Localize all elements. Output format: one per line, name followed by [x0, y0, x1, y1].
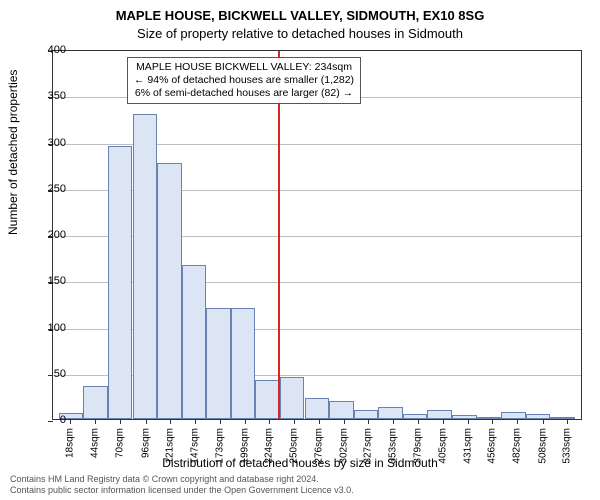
y-tick-label: 250 [26, 183, 66, 195]
x-tick [195, 419, 196, 424]
x-tick [443, 419, 444, 424]
plot-area: 18sqm44sqm70sqm96sqm121sqm147sqm173sqm19… [52, 50, 582, 420]
histogram-bar [108, 146, 133, 419]
histogram-bar [427, 410, 452, 419]
x-tick [393, 419, 394, 424]
annotation-box: MAPLE HOUSE BICKWELL VALLEY: 234sqm← 94%… [127, 57, 361, 104]
chart-container: MAPLE HOUSE, BICKWELL VALLEY, SIDMOUTH, … [0, 0, 600, 500]
x-tick [492, 419, 493, 424]
x-tick [220, 419, 221, 424]
x-tick [418, 419, 419, 424]
x-tick-label: 70sqm [115, 428, 126, 458]
x-tick [468, 419, 469, 424]
x-tick-label: 96sqm [140, 428, 151, 458]
histogram-bar [231, 308, 256, 419]
histogram-bar [83, 386, 108, 419]
y-tick-label: 300 [26, 137, 66, 149]
histogram-bar [305, 398, 330, 419]
x-tick [319, 419, 320, 424]
x-tick-label: 44sqm [90, 428, 101, 458]
histogram-bar [133, 114, 158, 419]
x-tick [344, 419, 345, 424]
histogram-bar [157, 163, 182, 419]
x-tick [368, 419, 369, 424]
histogram-bar [182, 265, 207, 419]
histogram-bar [477, 417, 502, 419]
x-axis-label: Distribution of detached houses by size … [0, 456, 600, 470]
histogram-bar [354, 410, 379, 419]
chart-title: MAPLE HOUSE, BICKWELL VALLEY, SIDMOUTH, … [10, 8, 590, 25]
x-tick [95, 419, 96, 424]
footer-line-1: Contains HM Land Registry data © Crown c… [10, 474, 354, 485]
x-tick [543, 419, 544, 424]
x-tick [120, 419, 121, 424]
histogram-bar [501, 412, 526, 419]
chart-subtitle: Size of property relative to detached ho… [10, 26, 590, 41]
x-tick [269, 419, 270, 424]
y-tick-label: 150 [26, 275, 66, 287]
annotation-line: ← 94% of detached houses are smaller (1,… [134, 74, 354, 87]
histogram-bar [329, 401, 354, 420]
plot-wrap: 18sqm44sqm70sqm96sqm121sqm147sqm173sqm19… [52, 50, 582, 420]
histogram-bar [206, 308, 231, 419]
footer-line-2: Contains public sector information licen… [10, 485, 354, 496]
reference-line [278, 51, 280, 419]
x-tick [517, 419, 518, 424]
annotation-line: MAPLE HOUSE BICKWELL VALLEY: 234sqm [134, 61, 354, 74]
y-axis-label: Number of detached properties [6, 70, 20, 235]
histogram-bar [526, 414, 551, 419]
histogram-bar [452, 415, 477, 419]
histogram-bar [280, 377, 305, 419]
x-tick [70, 419, 71, 424]
y-tick-label: 50 [26, 368, 66, 380]
y-tick-label: 100 [26, 322, 66, 334]
histogram-bar [550, 417, 575, 419]
annotation-line: 6% of semi-detached houses are larger (8… [134, 87, 354, 100]
x-tick [170, 419, 171, 424]
histogram-bar [378, 407, 403, 419]
x-tick [567, 419, 568, 424]
x-tick [245, 419, 246, 424]
x-tick-label: 18sqm [65, 428, 76, 458]
y-tick-label: 350 [26, 90, 66, 102]
histogram-bar [255, 380, 280, 419]
histogram-bar [403, 414, 428, 419]
y-tick-label: 400 [26, 44, 66, 56]
x-tick [294, 419, 295, 424]
x-tick [146, 419, 147, 424]
footer: Contains HM Land Registry data © Crown c… [10, 474, 354, 497]
y-tick-label: 0 [26, 414, 66, 426]
y-tick-label: 200 [26, 229, 66, 241]
